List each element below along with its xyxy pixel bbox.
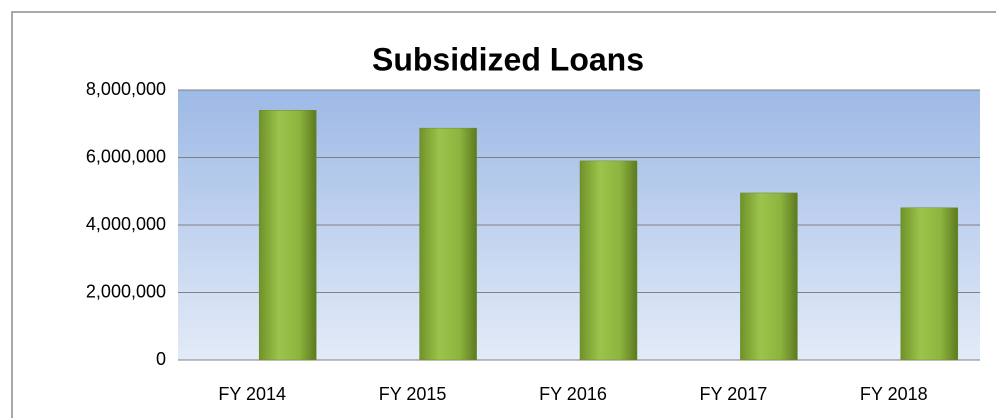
bar	[258, 110, 317, 361]
x-tick-label: FY 2014	[218, 384, 286, 404]
chart-title: Subsidized Loans	[372, 41, 644, 77]
y-tick-label: 2,000,000	[86, 281, 166, 301]
y-tick-label: 0	[156, 349, 166, 369]
y-tick-label: 8,000,000	[86, 79, 166, 99]
y-tick-label: 4,000,000	[86, 214, 166, 234]
x-tick-label: FY 2017	[700, 384, 768, 404]
x-tick-label: FY 2016	[539, 384, 607, 404]
bar	[900, 207, 959, 361]
bar	[579, 160, 638, 361]
bar	[740, 192, 798, 361]
x-tick-label: FY 2015	[379, 384, 447, 404]
x-tick-label: FY 2018	[860, 384, 928, 404]
bar	[419, 127, 477, 361]
y-tick-label: 6,000,000	[86, 146, 166, 166]
